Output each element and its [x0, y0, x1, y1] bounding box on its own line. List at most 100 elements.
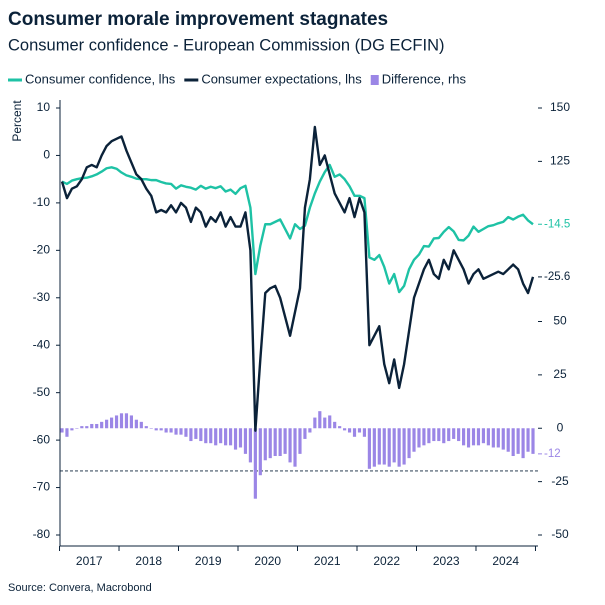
bar	[268, 428, 272, 459]
last-value-label: -25.6	[544, 271, 570, 283]
bar	[486, 428, 490, 446]
bar	[258, 428, 262, 476]
y-tick-label: -10	[33, 195, 51, 209]
bar	[328, 415, 332, 429]
bar	[402, 428, 406, 465]
bar	[154, 428, 158, 431]
bar	[338, 426, 342, 429]
bar	[169, 428, 173, 433]
bar	[298, 428, 302, 454]
bar	[288, 428, 292, 463]
bar	[273, 428, 277, 457]
bar	[442, 428, 446, 444]
y-tick-label: -70	[33, 480, 51, 494]
bar	[228, 428, 233, 446]
bar	[214, 428, 218, 446]
bar	[139, 421, 143, 429]
bar	[462, 428, 466, 446]
bar	[481, 428, 486, 444]
bar	[501, 428, 505, 450]
bar	[422, 428, 426, 446]
bar	[124, 413, 129, 429]
bar	[65, 428, 69, 437]
chart-subtitle: Consumer confidence - European Commissio…	[8, 36, 445, 54]
bar	[427, 428, 431, 444]
x-tick-label: 2017	[76, 554, 103, 568]
y-tick-label: 10	[37, 100, 51, 114]
x-tick-label: 2022	[373, 554, 400, 568]
bar	[476, 428, 481, 446]
bar	[511, 428, 515, 457]
bar	[209, 428, 213, 444]
x-tick-label: 2020	[254, 554, 281, 568]
bar	[159, 428, 163, 431]
y2-tick-label: 125	[550, 154, 570, 168]
line	[60, 125, 535, 432]
source-note: Source: Convera, Macrobond	[8, 582, 152, 594]
bar	[407, 428, 411, 459]
bar	[347, 428, 352, 433]
bar	[417, 428, 421, 448]
y2-tick-label: -25	[551, 474, 569, 488]
bar	[392, 428, 396, 463]
last-value-label: -14.5	[544, 218, 570, 230]
y2-tick-label: -50	[551, 527, 569, 541]
bar	[224, 428, 228, 446]
bar	[134, 419, 138, 429]
bar	[184, 428, 188, 437]
bar	[372, 428, 376, 467]
bar	[80, 426, 84, 429]
bar	[204, 428, 208, 444]
bar	[323, 417, 327, 429]
y-tick-label: -20	[33, 243, 51, 257]
bar	[496, 428, 500, 448]
last-value-label-bg	[539, 445, 599, 462]
bar	[233, 428, 238, 450]
bar	[90, 423, 94, 429]
y2-tick-label: 50	[553, 314, 567, 328]
bar	[100, 421, 104, 429]
bar	[397, 428, 401, 467]
x-tick-label: 2018	[135, 554, 162, 568]
bar	[164, 428, 168, 433]
bar	[466, 428, 471, 448]
bar	[491, 428, 495, 448]
legend-label: Consumer expectations, lhs	[201, 71, 362, 86]
bar	[412, 428, 416, 452]
legend-label: Difference, rhs	[382, 71, 467, 86]
y2-tick-label: 0	[557, 420, 564, 434]
bar	[333, 421, 337, 429]
y-axis-label: Percent	[10, 100, 24, 142]
bar	[253, 428, 257, 499]
bar	[308, 428, 312, 433]
legend-label: Consumer confidence, lhs	[25, 71, 176, 86]
bar	[506, 428, 510, 452]
bar	[531, 428, 535, 454]
bar	[174, 428, 178, 435]
bar	[447, 428, 451, 442]
bar	[114, 415, 119, 429]
y-tick-label: -30	[33, 290, 51, 304]
bar	[343, 428, 347, 431]
bar	[367, 428, 371, 469]
bar	[144, 426, 148, 429]
bar	[263, 428, 267, 461]
line	[61, 163, 534, 294]
bar	[219, 428, 223, 444]
bar	[452, 428, 456, 439]
bar	[387, 428, 391, 467]
bar	[238, 428, 243, 448]
bar	[437, 428, 441, 442]
bar	[105, 419, 109, 429]
y-tick-label: 0	[43, 148, 50, 162]
bar	[60, 428, 64, 433]
bar	[377, 428, 381, 465]
x-tick-label: 2021	[314, 554, 341, 568]
bar	[75, 428, 79, 429]
x-tick-label: 2019	[195, 554, 222, 568]
last-value-label-bg	[539, 216, 599, 233]
bar	[357, 428, 362, 433]
legend-swatch	[370, 75, 379, 85]
